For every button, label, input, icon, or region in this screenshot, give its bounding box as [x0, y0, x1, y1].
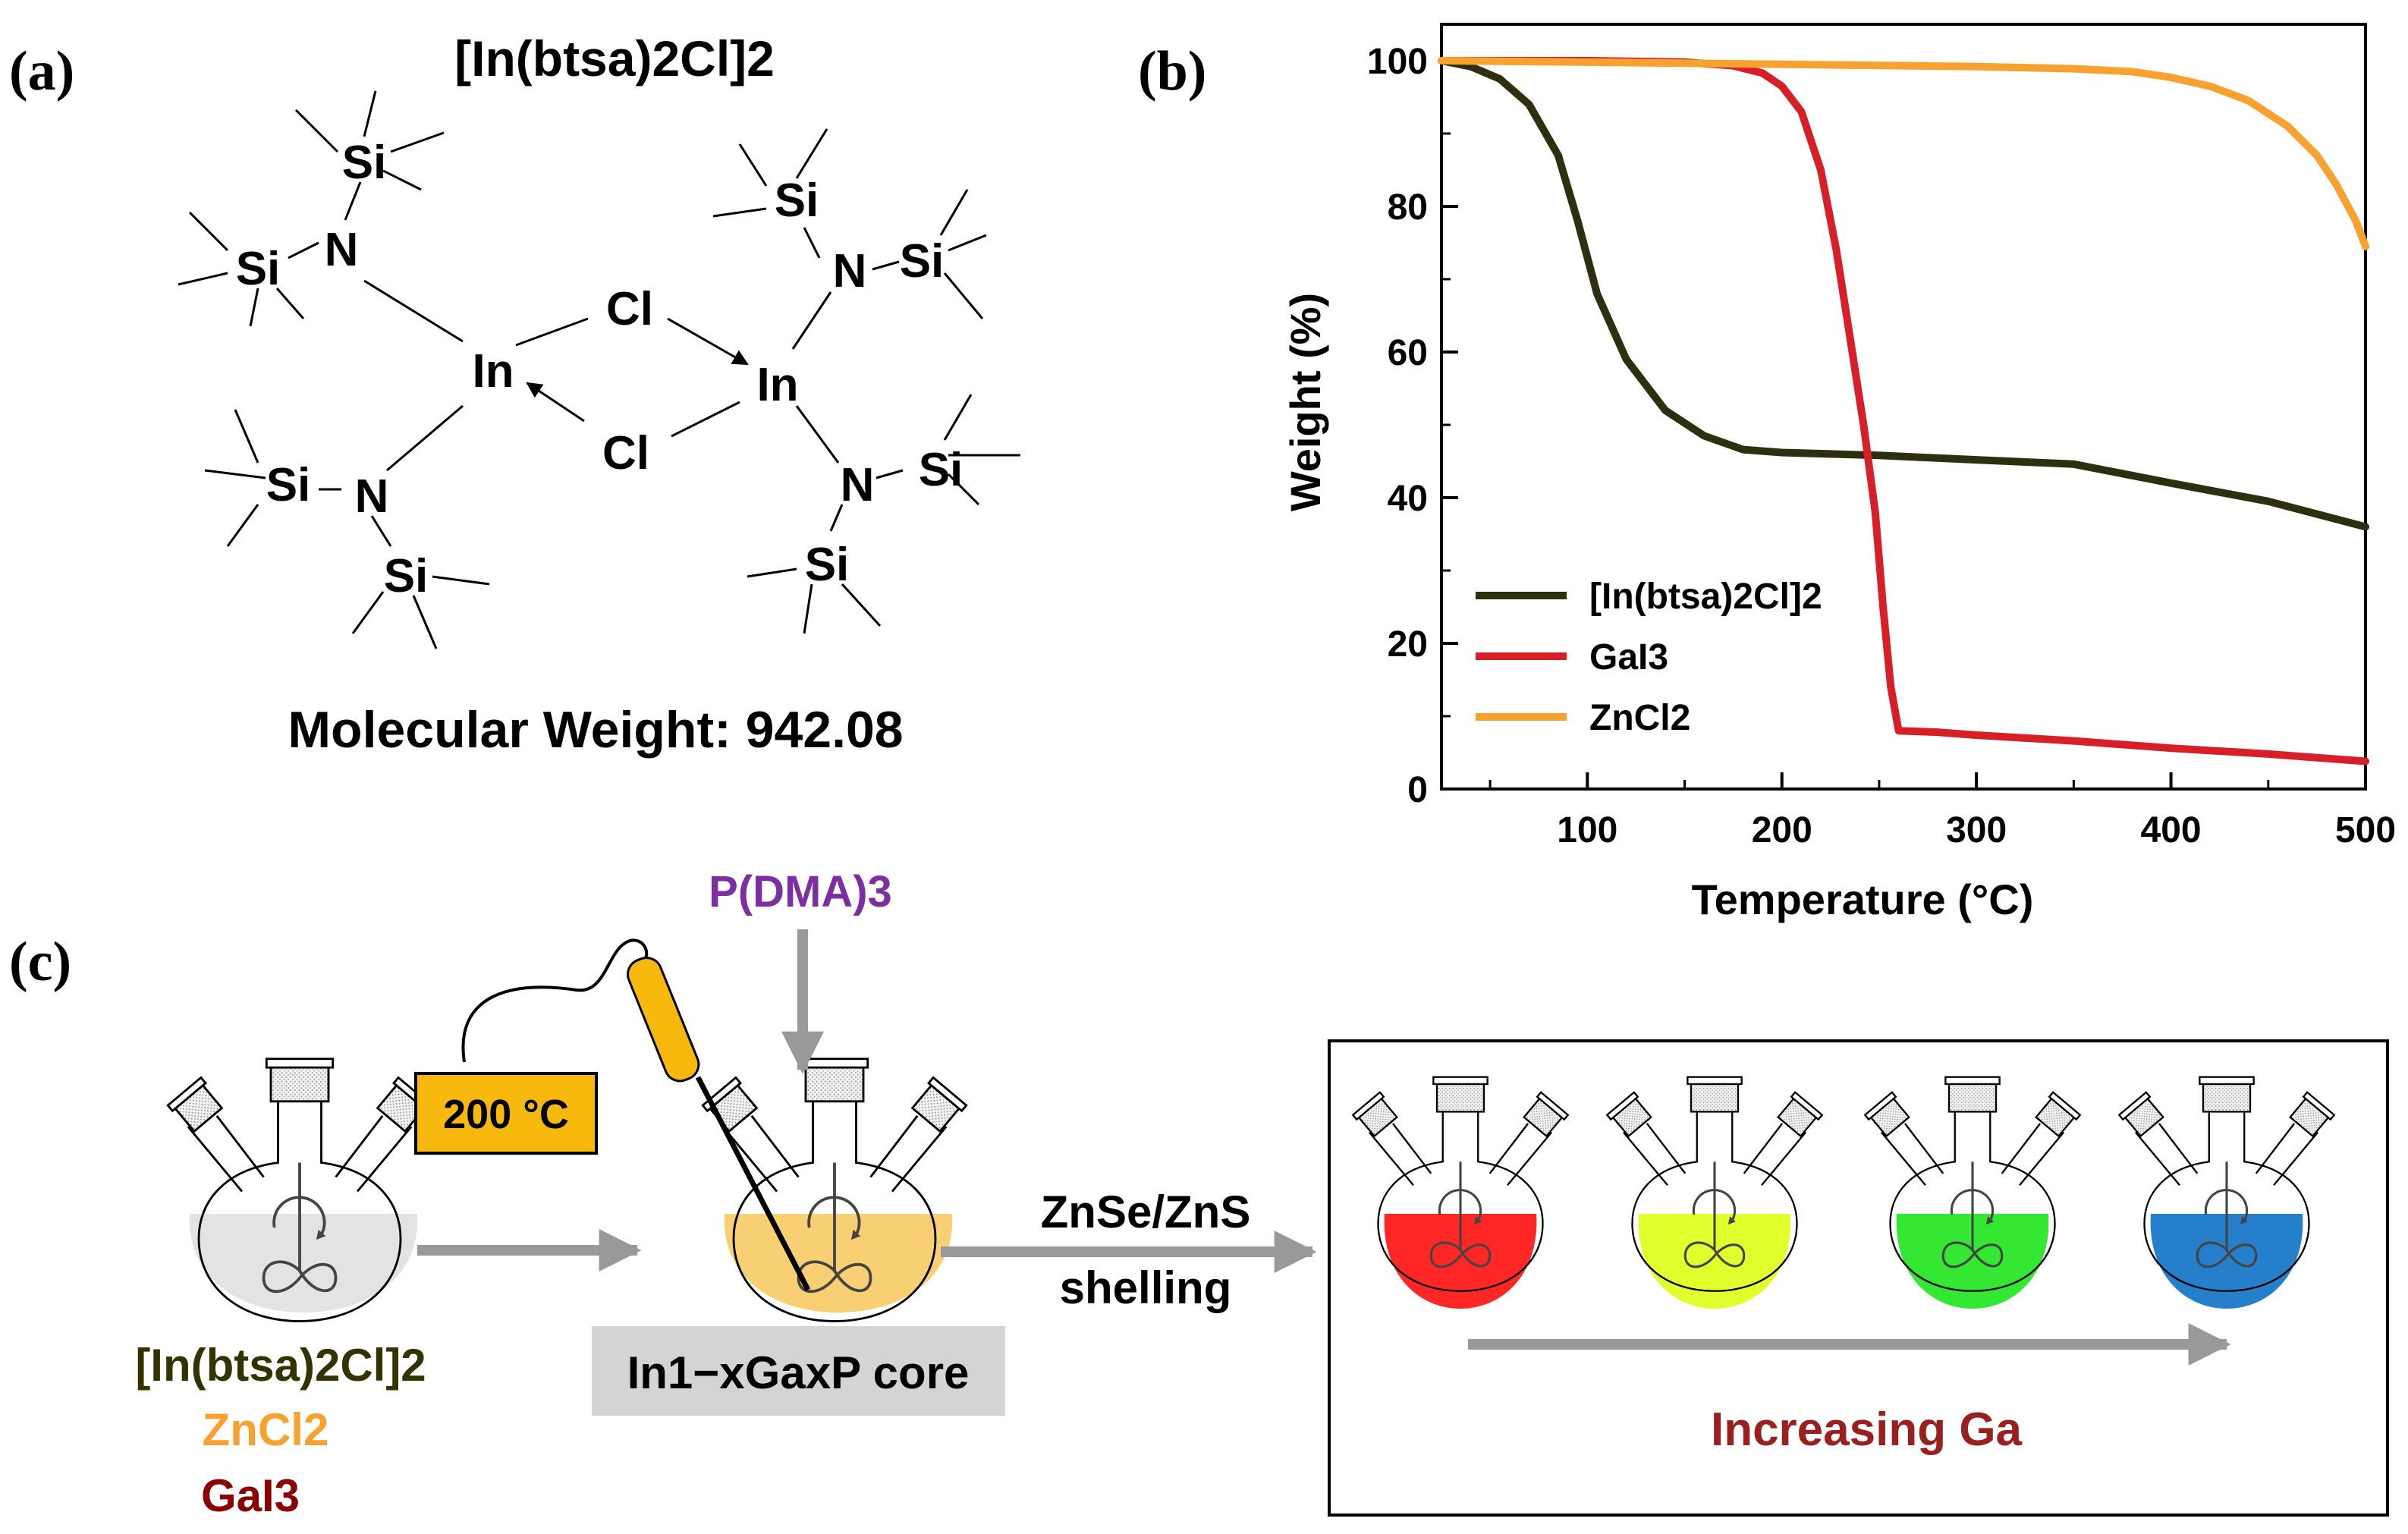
x-tick-label: 100 [1557, 810, 1617, 850]
atom-cl: Cl [602, 427, 649, 479]
series-line [1438, 57, 2369, 250]
precursor-in: [In(btsa)2Cl]2 [135, 1340, 426, 1391]
y-tick-label: 40 [1388, 479, 1428, 519]
core-label-box [592, 1326, 1005, 1416]
axis-ticks: 100 200 300 400 500 0 20 40 60 80 100 [1367, 42, 2396, 850]
y-tick-label: 0 [1407, 770, 1428, 810]
product-flask-yellow [1605, 1075, 1824, 1309]
thermocouple-wire [461, 938, 649, 1063]
atom-si: Si [775, 174, 819, 227]
atom-si: Si [236, 243, 281, 295]
atom-in: In [472, 345, 514, 398]
atom-si: Si [919, 444, 964, 496]
product-flask-green [1863, 1075, 2082, 1309]
x-axis-title: Temperature (°C) [1692, 875, 2034, 923]
y-tick-label: 20 [1388, 624, 1428, 665]
atom-si: Si [266, 459, 311, 511]
core-label: In1−xGaxP core [627, 1347, 970, 1398]
synthesis-scheme: 200 °C P(DMA)3 In1−xGaxP core [In(btsa)2… [135, 867, 2389, 1521]
atom-n: N [325, 224, 359, 276]
atom-cl: Cl [606, 283, 653, 335]
molecular-weight-label: Molecular Weight: 942.08 [288, 701, 903, 759]
probe-rod [695, 1076, 811, 1291]
legend: [In(btsa)2Cl]2 GaI3 ZnCl2 [1476, 577, 1822, 738]
product-flask-blue [2117, 1075, 2336, 1309]
tga-chart: 100 200 300 400 500 0 20 40 60 80 100 [In(btsa)2Cl… [1281, 23, 2396, 923]
atom-n: N [833, 245, 867, 297]
atom-si: Si [805, 539, 850, 591]
atom-si: Si [384, 550, 429, 602]
shelling-label-1: ZnSe/ZnS [1041, 1187, 1251, 1237]
panel-label-c: (c) [9, 931, 71, 993]
series-layer [1438, 57, 2369, 765]
phosphorus-source-label: P(DMA)3 [709, 867, 892, 916]
legend-label: ZnCl2 [1589, 698, 1690, 738]
atom-in: In [756, 359, 798, 411]
panel-label-b: (b) [1138, 40, 1206, 102]
temperature-box [414, 1072, 598, 1155]
series-line [1438, 57, 2369, 531]
atom-n: N [355, 470, 389, 523]
flask-liquid [189, 1214, 418, 1312]
series-line [1438, 57, 2369, 765]
shelling-label-2: shelling [1060, 1262, 1232, 1313]
x-tick-label: 500 [2335, 810, 2396, 850]
atom-n: N [841, 459, 875, 511]
temperature-label: 200 °C [443, 1092, 569, 1137]
y-tick-label: 80 [1388, 187, 1428, 228]
reaction-flask [703, 1059, 967, 1322]
y-tick-label: 60 [1388, 333, 1428, 373]
precursor-flask [168, 1059, 432, 1322]
precursor-zn: ZnCl2 [203, 1404, 329, 1455]
thermocouple-probe [627, 956, 700, 1083]
molecule-title: [In(btsa)2Cl]2 [454, 30, 775, 86]
panel-label-a: (a) [9, 40, 74, 102]
precursor-ga: GaI3 [201, 1470, 300, 1521]
legend-label: GaI3 [1589, 637, 1668, 677]
flask-liquid [724, 1214, 953, 1312]
atom-si: Si [900, 235, 945, 288]
y-axis-title: Weight (%) [1281, 293, 1329, 511]
x-tick-label: 300 [1946, 810, 2007, 850]
molecule-bonds [178, 90, 1020, 649]
x-tick-label: 200 [1752, 810, 1812, 850]
increasing-ga-label: Increasing Ga [1711, 1404, 2023, 1456]
y-tick-label: 100 [1367, 42, 1428, 82]
molecule-structure: Si N Si In Cl Cl In Si N Si Si N Si N Si… [178, 90, 1020, 649]
product-flasks [1351, 1075, 2336, 1309]
atom-si: Si [342, 137, 387, 189]
x-tick-label: 400 [2141, 810, 2202, 850]
product-flask-red [1351, 1075, 1570, 1309]
plot-frame [1440, 23, 2367, 791]
legend-label: [In(btsa)2Cl]2 [1589, 577, 1822, 617]
